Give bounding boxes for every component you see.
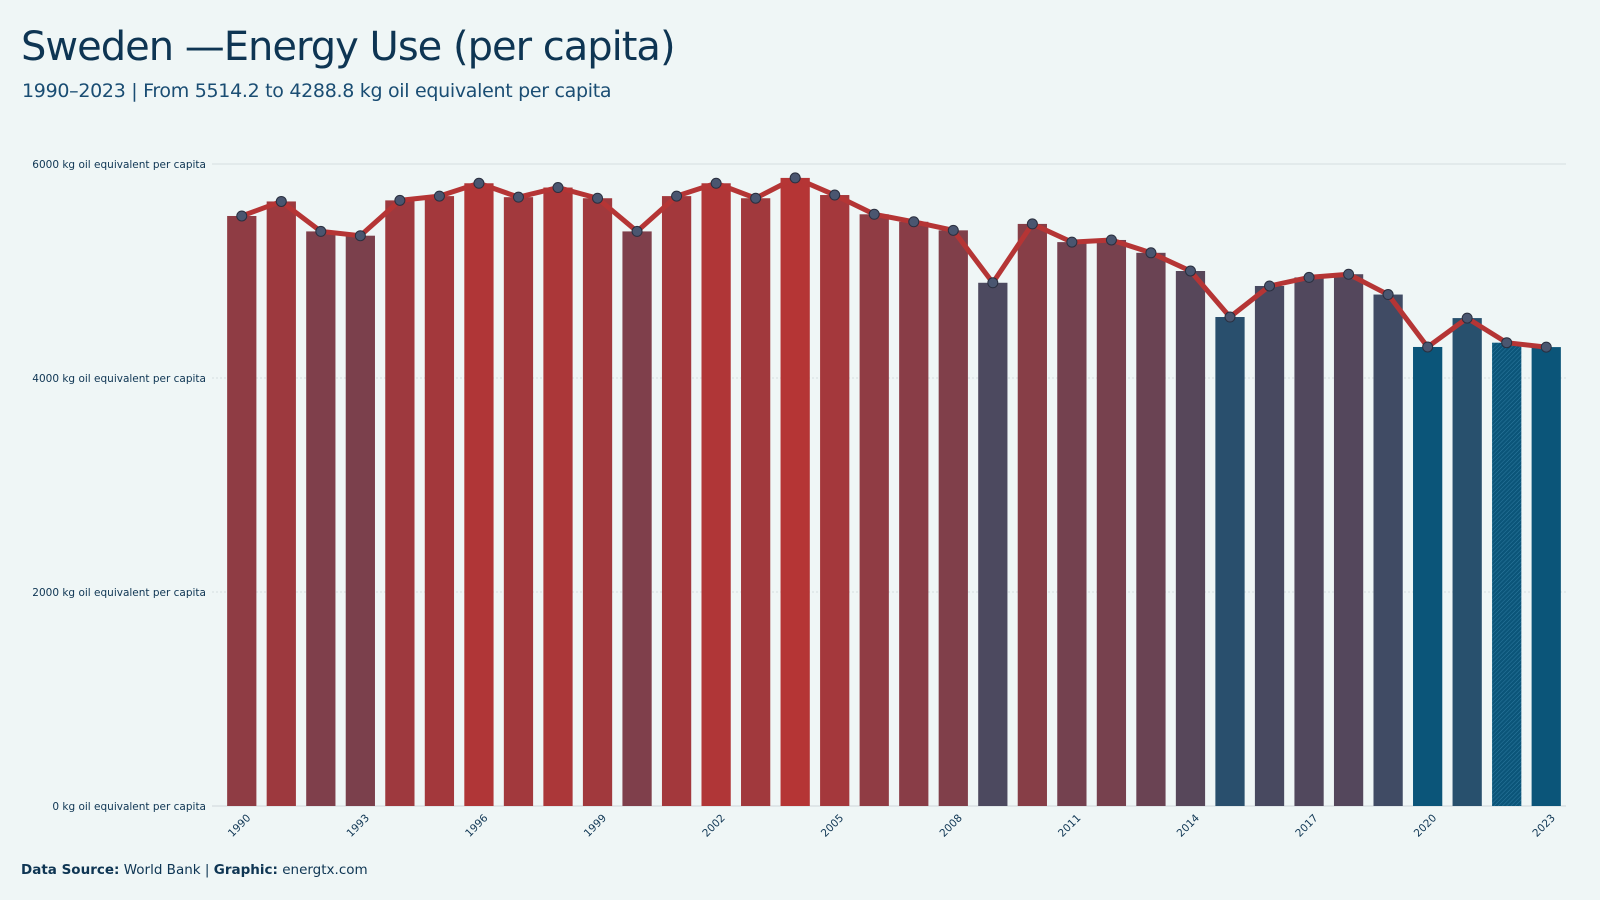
point-2005 — [829, 189, 841, 201]
x-tick-label: 1996 — [463, 812, 491, 840]
bar-2003 — [741, 198, 771, 807]
point-1994 — [394, 194, 406, 206]
x-tick-label: 2005 — [819, 812, 846, 839]
point-2007 — [908, 216, 920, 228]
point-2014 — [1184, 265, 1196, 277]
bar-1998 — [543, 187, 573, 807]
point-1999 — [592, 192, 604, 204]
y-tick-label: 6000 kg oil equivalent per capita — [32, 159, 206, 171]
point-2011 — [1066, 236, 1078, 248]
x-tick-label: 2023 — [1530, 812, 1557, 839]
bar-2010 — [1017, 223, 1047, 807]
bar-2013 — [1136, 252, 1166, 806]
x-tick-label: 2020 — [1412, 812, 1439, 839]
bar-2017 — [1294, 277, 1324, 806]
trend-polyline — [240, 175, 1547, 350]
point-1995 — [433, 190, 445, 202]
bar-2008 — [938, 230, 968, 807]
y-tick-label: 0 kg oil equivalent per capita — [52, 801, 206, 813]
chart-title: Sweden —Energy Use (per capita) — [21, 24, 676, 70]
point-1998 — [552, 182, 564, 194]
y-tick-label: 2000 kg oil equivalent per capita — [32, 587, 206, 599]
point-1993 — [354, 230, 366, 242]
point-1990 — [236, 210, 248, 222]
point-2006 — [868, 208, 880, 220]
point-2016 — [1264, 280, 1276, 292]
bar-2015 — [1215, 317, 1245, 806]
y-tick-label: 4000 kg oil equivalent per capita — [32, 373, 206, 385]
bar-2000 — [622, 231, 652, 806]
x-tick-label: 1990 — [226, 812, 253, 839]
x-tick-label: 2008 — [937, 812, 964, 839]
bar-2006 — [859, 214, 889, 807]
point-2004 — [789, 172, 801, 184]
bar-2019 — [1373, 294, 1403, 806]
graphic-label: Graphic: — [213, 862, 278, 878]
point-2017 — [1303, 271, 1315, 283]
point-2020 — [1422, 341, 1434, 353]
bar-1994 — [385, 200, 415, 806]
bar-2011 — [1057, 242, 1087, 807]
point-2022 — [1501, 337, 1513, 349]
point-1997 — [512, 191, 524, 203]
point-2010 — [1026, 218, 1038, 230]
bar-2002 — [701, 183, 731, 806]
bar-2007 — [899, 221, 929, 806]
bar-1992 — [306, 231, 336, 806]
point-2018 — [1343, 268, 1355, 280]
footer: Data Source: World Bank | Graphic: energ… — [21, 862, 368, 878]
point-2003 — [750, 192, 762, 204]
bar-2012 — [1096, 239, 1127, 807]
y-axis-ticks: 0 kg oil equivalent per capita 2000 kg oi… — [32, 159, 206, 813]
bar-1996 — [464, 183, 494, 806]
point-2000 — [631, 225, 643, 237]
point-2001 — [671, 190, 683, 202]
bar-2001 — [661, 196, 692, 807]
bar-2005 — [820, 195, 850, 806]
bar-2018 — [1333, 274, 1364, 807]
line-markers — [236, 172, 1552, 353]
trend-line — [240, 175, 1547, 350]
x-tick-label: 1999 — [582, 812, 609, 839]
bar-2004 — [780, 177, 810, 806]
point-2009 — [987, 277, 999, 289]
x-tick-label: 2014 — [1175, 812, 1203, 840]
chart-subtitle: 1990–2023 | From 5514.2 to 4288.8 kg oil… — [22, 80, 612, 102]
source-value: World Bank — [123, 862, 201, 878]
x-tick-label: 2017 — [1293, 812, 1320, 839]
point-2015 — [1224, 311, 1236, 323]
bar-1991 — [266, 201, 296, 806]
footer-separator: | — [204, 862, 210, 878]
x-tick-label: 2002 — [700, 812, 727, 839]
point-2013 — [1145, 247, 1157, 259]
bar-2016 — [1254, 285, 1285, 807]
point-1992 — [315, 225, 327, 237]
source-label: Data Source: — [21, 862, 120, 878]
bar-1999 — [582, 198, 613, 807]
bar-2021 — [1452, 318, 1482, 806]
point-1996 — [473, 177, 485, 189]
x-tick-label: 2011 — [1056, 812, 1083, 839]
bar-2023 — [1531, 347, 1561, 806]
point-2002 — [710, 177, 722, 189]
bar-1993 — [345, 235, 375, 806]
bar-2022 — [1492, 342, 1522, 806]
graphic-value: energtx.com — [282, 862, 368, 878]
point-1991 — [275, 195, 287, 207]
bar-1995 — [424, 196, 455, 807]
bar-2009 — [978, 282, 1008, 806]
bar-2014 — [1175, 271, 1206, 806]
point-2019 — [1382, 289, 1394, 301]
bar-2020 — [1413, 346, 1443, 806]
point-2008 — [947, 224, 959, 236]
bar-1990 — [227, 215, 257, 807]
point-2021 — [1461, 312, 1473, 324]
point-2023 — [1540, 341, 1552, 353]
x-axis-ticks: 1990 1993 1996 1999 2002 2005 2008 2011 2014 2017… — [226, 812, 1558, 840]
x-tick-label: 1993 — [345, 812, 372, 839]
bars — [227, 177, 1561, 807]
point-2012 — [1105, 234, 1117, 246]
bar-1997 — [503, 197, 534, 807]
